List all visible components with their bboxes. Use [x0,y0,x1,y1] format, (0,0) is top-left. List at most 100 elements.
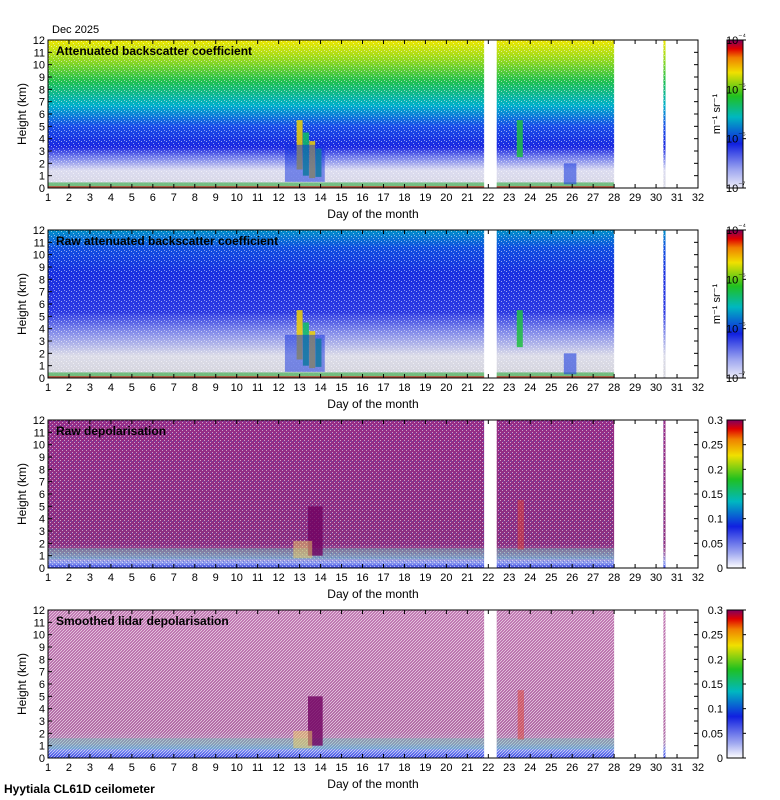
x-tick-label: 17 [377,382,389,394]
panel-title: Attenuated backscatter coefficient [56,44,252,58]
x-tick-label: 16 [356,572,368,584]
y-tick-label: 4 [39,324,45,336]
x-tick-label: 21 [461,762,473,774]
data-texture-2 [496,610,615,758]
surface-layer-2 [496,182,615,188]
x-tick-label: 32 [692,192,704,204]
x-tick-label: 30 [650,572,662,584]
x-tick-label: 30 [650,192,662,204]
colorbar-tick-label: 10⁻⁴ [726,32,746,47]
y-tick-label: 6 [39,679,45,691]
y-tick-label: 8 [39,464,45,476]
colorbar-tick-label: 10⁻⁶ [726,321,746,336]
y-tick-label: 7 [39,97,45,109]
x-tick-label: 23 [503,192,515,204]
x-tick-label: 29 [629,762,641,774]
x-tick-label: 32 [692,762,704,774]
x-tick-label: 2 [66,762,72,774]
data-texture-2 [496,230,615,378]
x-tick-label: 18 [398,192,410,204]
x-tick-label: 25 [545,192,557,204]
colorbar-tick-label: 10⁻⁵ [726,271,746,286]
x-tick-label: 27 [587,762,599,774]
x-tick-label: 20 [440,382,452,394]
cloud-column-5 [516,310,523,348]
colorbar-tick-label: 0.1 [708,514,723,526]
x-tick-label: 12 [273,382,285,394]
cloud-column-1 [296,310,303,360]
colorbar-unit: m⁻¹ sr⁻¹ [711,284,723,325]
y-tick-label: 1 [39,171,45,183]
x-tick-label: 19 [419,382,431,394]
x-tick-label: 26 [566,572,578,584]
y-tick-label: 5 [39,311,45,323]
y-tick-label: 3 [39,526,45,538]
x-tick-label: 28 [608,572,620,584]
x-tick-label: 7 [171,762,177,774]
x-tick-label: 19 [419,762,431,774]
x-tick-label: 5 [129,572,135,584]
x-tick-label: 3 [87,572,93,584]
x-tick-label: 10 [231,382,243,394]
y-tick-label: 11 [34,617,45,629]
x-tick-label: 21 [461,572,473,584]
x-tick-label: 23 [503,572,515,584]
x-tick-label: 15 [335,382,347,394]
y-tick-label: 0 [39,753,45,765]
x-tick-label: 20 [440,192,452,204]
x-tick-label: 28 [608,762,620,774]
y-tick-label: 12 [33,225,45,237]
x-tick-label: 4 [108,192,114,204]
x-tick-label: 16 [356,762,368,774]
x-tick-label: 24 [524,192,536,204]
y-axis-label: Height (km) [15,273,29,335]
boundary-layer-2 [496,738,615,750]
y-tick-label: 4 [39,514,45,526]
y-tick-label: 12 [33,605,45,617]
x-tick-label: 16 [356,192,368,204]
y-tick-label: 5 [39,691,45,703]
x-tick-label: 14 [314,762,326,774]
x-tick-label: 4 [108,382,114,394]
data-texture-3 [663,230,666,378]
x-tick-label: 7 [171,572,177,584]
x-tick-label: 9 [213,382,219,394]
y-tick-label: 9 [39,72,45,84]
x-tick-label: 14 [314,572,326,584]
colorbar-tick-label: 10⁻⁷ [726,370,745,385]
y-tick-label: 10 [33,250,45,262]
x-tick-label: 25 [545,382,557,394]
x-tick-label: 31 [671,762,683,774]
x-tick-label: 32 [692,382,704,394]
x-axis: 1 2 3 4 5 6 7 8 9 10 11 12 13 14 15 16 17 18 19 20 21 22 23 24 2… [45,420,704,601]
colorbar-tick-label: 0.2 [708,654,723,666]
x-tick-label: 22 [482,382,494,394]
x-tick-label: 11 [252,382,263,394]
x-tick-label: 32 [692,572,704,584]
colorbar-tick-label: 10⁻⁷ [726,180,745,195]
cloud-base-2 [563,163,577,185]
x-tick-label: 21 [461,382,473,394]
colorbar-gradient [726,419,744,569]
x-tick-label: 15 [335,762,347,774]
data-texture-1 [48,40,485,188]
depol-column-3 [517,500,524,550]
x-tick-label: 31 [671,382,683,394]
y-tick-label: 11 [34,47,45,59]
panel-title: Raw depolarisation [56,424,166,438]
x-tick-label: 24 [524,572,536,584]
y-axis-label: Height (km) [15,463,29,525]
y-tick-label: 3 [39,146,45,158]
surface-layer-red-2 [496,376,615,378]
x-tick-label: 22 [482,572,494,584]
y-tick-label: 11 [34,237,45,249]
surface-layer-1 [48,182,485,188]
y-tick-label: 1 [39,551,45,563]
y-tick-label: 5 [39,121,45,133]
x-axis: 1 2 3 4 5 6 7 8 9 10 11 12 13 14 15 16 17 18 19 20 21 22 23 24 2… [45,230,704,411]
x-tick-label: 13 [293,192,305,204]
x-tick-label: 15 [335,192,347,204]
data-texture-2 [496,420,615,568]
x-tick-label: 1 [45,762,51,774]
